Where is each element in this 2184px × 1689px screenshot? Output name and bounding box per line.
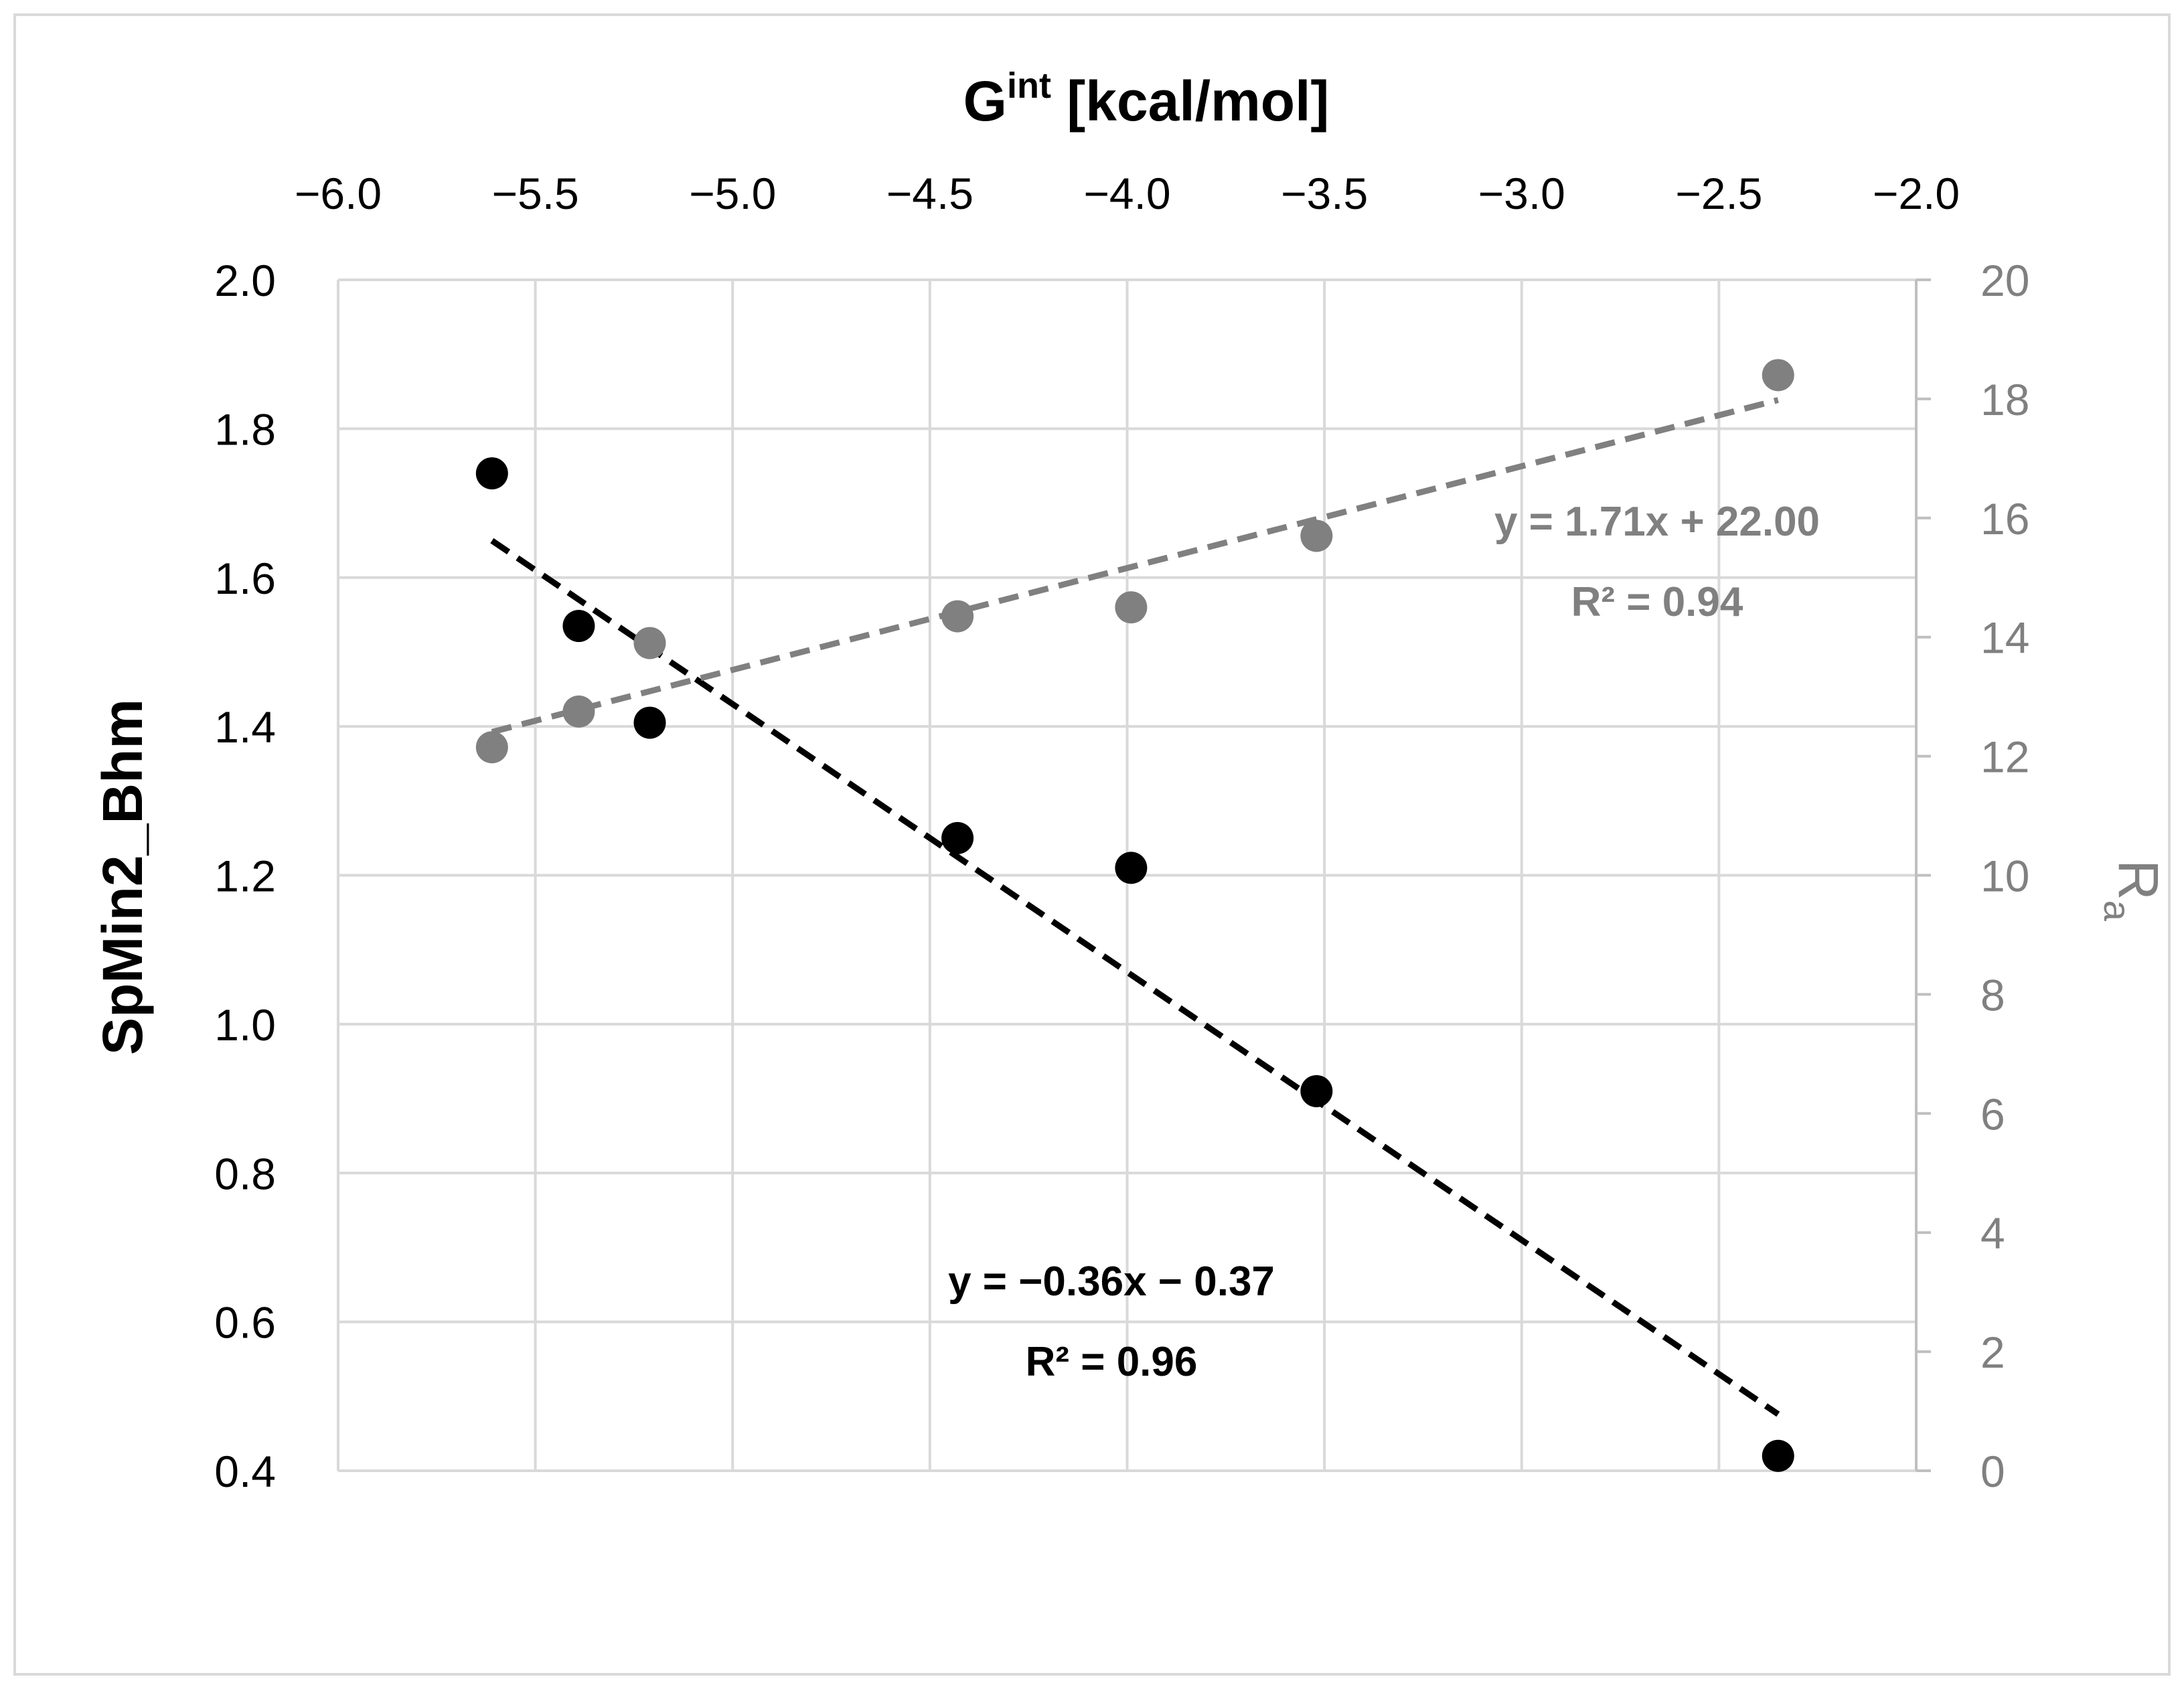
data-point-gray bbox=[1762, 359, 1794, 392]
y-left-axis-title: SpMin2_Bhm bbox=[91, 699, 154, 1055]
gray-trend-equation: y = 1.71x + 22.00 bbox=[1494, 499, 1820, 545]
y-left-tick-label: 1.0 bbox=[214, 1000, 276, 1050]
x-axis-title-main: G bbox=[963, 70, 1007, 133]
data-point-black bbox=[1300, 1074, 1333, 1107]
data-point-black bbox=[633, 706, 666, 739]
y-left-tick-label: 2.0 bbox=[214, 256, 276, 305]
x-tick-label: −2.0 bbox=[1873, 169, 1960, 218]
x-tick-label: −3.5 bbox=[1281, 169, 1368, 218]
y-left-tick-label: 0.6 bbox=[214, 1298, 276, 1348]
y-right-tick-label: 16 bbox=[1980, 494, 2029, 544]
x-axis-title-unit: [kcal/mol] bbox=[1051, 70, 1329, 133]
y-left-tick-label: 1.2 bbox=[214, 852, 276, 901]
y-right-axis-title: Ra bbox=[2096, 860, 2170, 922]
trendline-gray bbox=[491, 397, 1779, 735]
y-right-tick-label: 0 bbox=[1980, 1447, 2005, 1496]
y-right-axis-title-subscript: a bbox=[2096, 900, 2138, 922]
black-trend-equation: y = −0.36x − 0.37 bbox=[948, 1259, 1275, 1305]
y-right-tick-label: 2 bbox=[1980, 1328, 2005, 1377]
data-point-black bbox=[562, 610, 595, 643]
data-point-gray bbox=[475, 731, 508, 764]
data-point-gray bbox=[633, 627, 666, 659]
chart-border bbox=[13, 13, 2171, 1676]
y-left-tick-labels: 2.0 1.8 1.6 1.4 1.2 1.0 0.8 0.6 0.4 bbox=[214, 256, 276, 1496]
gridlines bbox=[338, 278, 1918, 1472]
data-point-black bbox=[1762, 1439, 1794, 1472]
x-tick-label: −4.5 bbox=[886, 169, 973, 218]
y-right-tick-label: 14 bbox=[1980, 613, 2029, 663]
gray-trend-r2: R² = 0.94 bbox=[1571, 579, 1743, 625]
data-point-gray bbox=[941, 600, 974, 633]
axes bbox=[337, 278, 1931, 1472]
x-tick-label: −5.0 bbox=[689, 169, 776, 218]
x-tick-label: −2.5 bbox=[1675, 169, 1762, 218]
data-point-gray bbox=[1115, 591, 1148, 624]
y-left-tick-label: 1.6 bbox=[214, 554, 276, 603]
y-right-tick-label: 4 bbox=[1980, 1208, 2005, 1258]
data-point-black bbox=[941, 821, 974, 854]
y-right-tick-label: 10 bbox=[1980, 852, 2029, 901]
x-tick-label: −4.0 bbox=[1083, 169, 1170, 218]
y-right-tick-label: 8 bbox=[1980, 970, 2005, 1020]
x-axis-title: Gint [kcal/mol] bbox=[963, 66, 1330, 133]
y-left-tick-label: 1.4 bbox=[214, 702, 276, 752]
y-right-tick-label: 18 bbox=[1980, 375, 2029, 424]
y-left-tick-label: 1.8 bbox=[214, 404, 276, 454]
y-left-tick-label: 0.8 bbox=[214, 1149, 276, 1198]
x-tick-labels: −6.0 −5.5 −5.0 −4.5 −4.0 −3.5 −3.0 −2.5 −2.0 bbox=[295, 169, 1960, 218]
x-tick-label: −5.5 bbox=[491, 169, 578, 218]
y-right-tick-label: 20 bbox=[1980, 256, 2029, 305]
y-left-tick-label: 0.4 bbox=[214, 1447, 276, 1496]
trendline-black bbox=[490, 538, 1780, 1417]
data-point-black bbox=[1115, 852, 1148, 884]
x-tick-label: −3.0 bbox=[1478, 169, 1565, 218]
x-tick-label: −6.0 bbox=[295, 169, 382, 218]
black-trend-r2: R² = 0.96 bbox=[1026, 1339, 1198, 1385]
trendlines bbox=[490, 397, 1780, 1417]
data-points bbox=[475, 359, 1794, 1472]
data-point-gray bbox=[562, 695, 595, 728]
x-axis-title-superscript: int bbox=[1007, 66, 1051, 106]
data-point-gray bbox=[1300, 519, 1333, 552]
y-right-tick-label: 12 bbox=[1980, 732, 2029, 782]
y-right-axis-title-main: R bbox=[2107, 860, 2170, 900]
data-point-black bbox=[475, 457, 508, 490]
y-right-tick-label: 6 bbox=[1980, 1089, 2005, 1139]
